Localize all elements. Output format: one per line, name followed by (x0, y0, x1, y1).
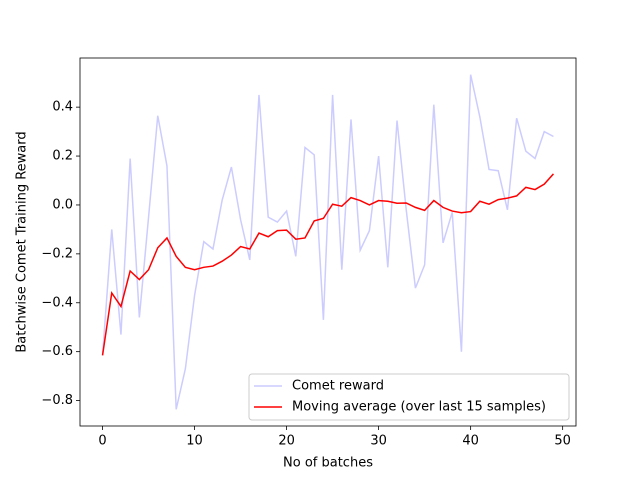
y-tick-label: −0.8 (41, 393, 73, 408)
x-tick-label: 50 (554, 434, 571, 449)
y-tick-label: −0.4 (41, 295, 73, 310)
x-tick-label: 20 (278, 434, 295, 449)
y-tick-label: 0.4 (52, 100, 73, 115)
y-tick-label: 0.2 (52, 149, 73, 164)
legend-label: Moving average (over last 15 samples) (292, 400, 546, 415)
y-tick-label: 0.0 (52, 197, 73, 212)
plot-frame (79, 57, 577, 427)
x-tick-label: 10 (186, 434, 203, 449)
y-tick-label: −0.6 (41, 344, 73, 359)
series-line (101, 74, 554, 410)
legend-label: Comet reward (292, 379, 384, 394)
x-tick-label: 30 (370, 434, 387, 449)
x-tick-label: 0 (98, 434, 106, 449)
y-tick-label: −0.2 (41, 246, 73, 261)
x-tick-label: 40 (462, 434, 479, 449)
legend: Comet reward Moving average (over last 15… (248, 373, 570, 421)
x-axis-label: No of batches (283, 456, 373, 471)
series-line (101, 173, 555, 356)
y-axis-label: Batchwise Comet Training Reward (15, 131, 30, 352)
legend-box (248, 373, 570, 421)
